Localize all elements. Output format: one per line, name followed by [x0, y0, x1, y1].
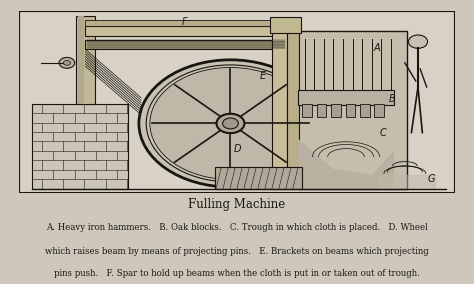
- Text: A: A: [373, 43, 380, 53]
- Bar: [360, 104, 370, 117]
- Circle shape: [146, 65, 315, 182]
- Text: E: E: [260, 72, 266, 82]
- Bar: [32, 104, 128, 189]
- Bar: [85, 20, 286, 26]
- Circle shape: [217, 114, 245, 133]
- Polygon shape: [298, 139, 394, 189]
- Bar: [78, 16, 84, 104]
- Bar: [215, 167, 302, 189]
- Bar: [317, 104, 327, 117]
- Text: A. Heavy iron hammers.   B. Oak blocks.   C. Trough in which cloth is placed.   : A. Heavy iron hammers. B. Oak blocks. C.…: [46, 223, 428, 232]
- Bar: [85, 39, 286, 49]
- Circle shape: [223, 118, 238, 129]
- Text: C: C: [380, 128, 386, 137]
- Circle shape: [409, 35, 428, 48]
- Bar: [287, 22, 300, 189]
- Circle shape: [64, 60, 71, 65]
- Bar: [302, 104, 312, 117]
- Bar: [374, 104, 384, 117]
- Bar: [270, 17, 301, 33]
- Bar: [272, 22, 287, 189]
- Text: D: D: [233, 144, 241, 154]
- Bar: [331, 104, 341, 117]
- Circle shape: [139, 60, 322, 187]
- Text: which raises beam by means of projecting pins.   E. Brackets on beams which proj: which raises beam by means of projecting…: [45, 247, 429, 256]
- Circle shape: [150, 68, 311, 179]
- Text: G: G: [427, 174, 435, 185]
- Text: B: B: [388, 94, 395, 104]
- Text: pins push.   F. Spar to hold up beams when the cloth is put in or taken out of t: pins push. F. Spar to hold up beams when…: [54, 269, 420, 278]
- Circle shape: [59, 57, 75, 68]
- Text: F: F: [182, 17, 188, 27]
- Bar: [346, 104, 355, 117]
- Bar: [298, 31, 407, 189]
- Bar: [76, 16, 95, 104]
- Text: Fulling Machine: Fulling Machine: [188, 198, 286, 211]
- Bar: [298, 90, 394, 105]
- Bar: [85, 26, 286, 36]
